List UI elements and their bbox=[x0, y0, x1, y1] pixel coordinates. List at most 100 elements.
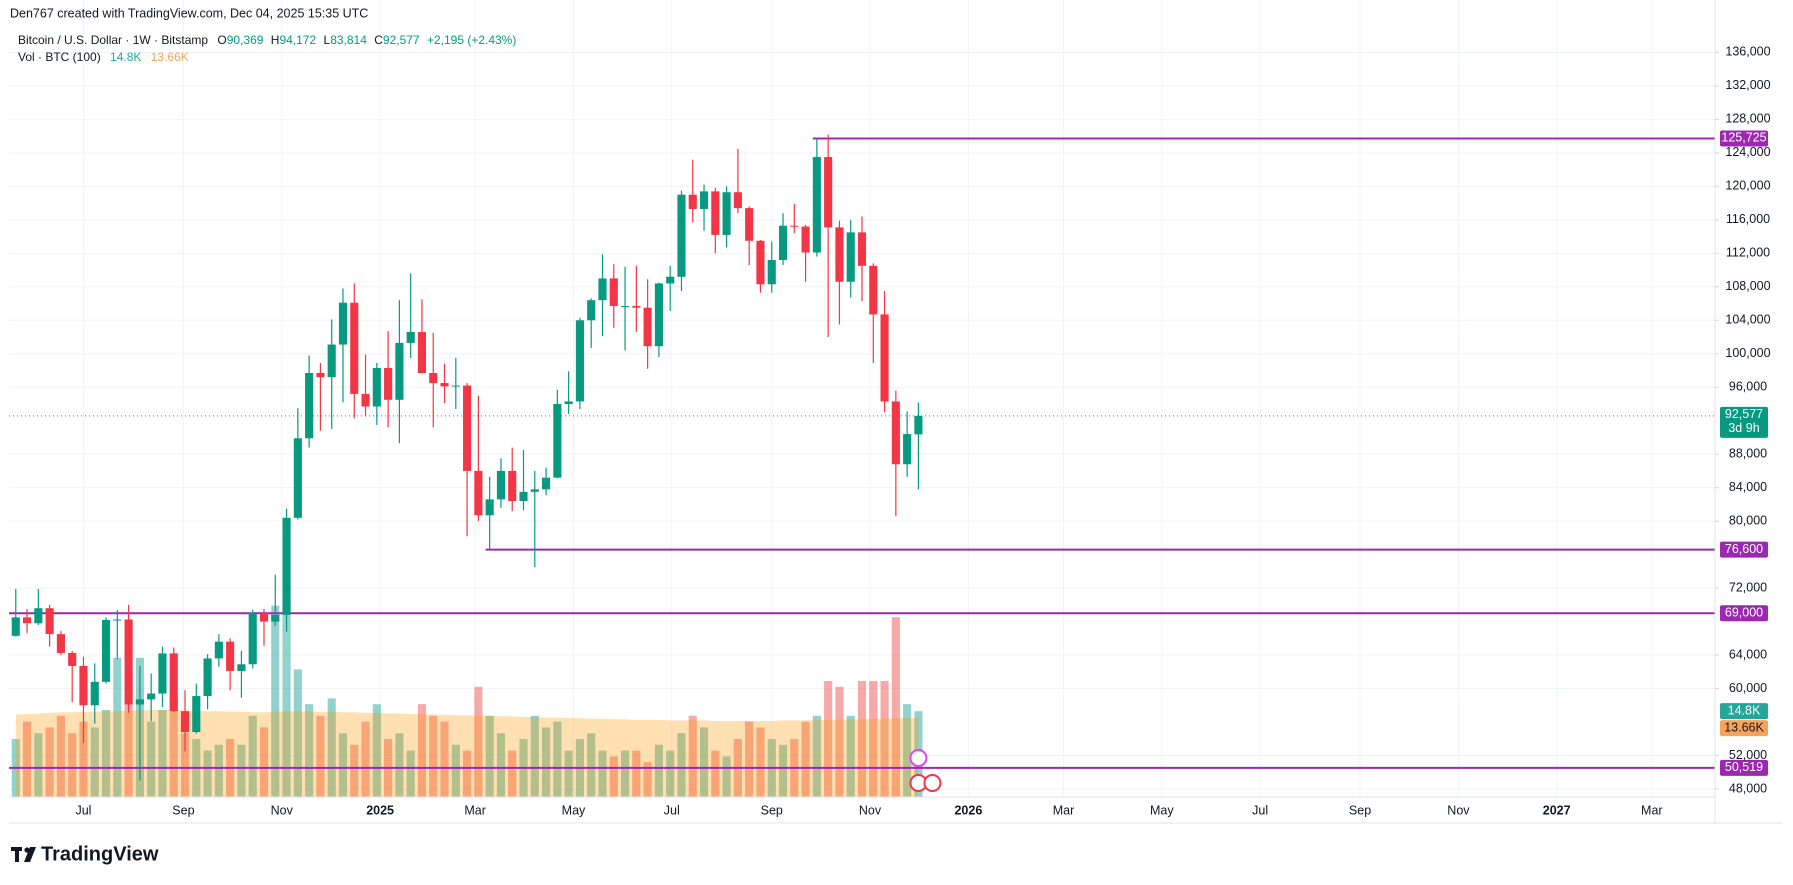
volume-bar bbox=[45, 727, 54, 797]
volume-bar bbox=[598, 750, 607, 797]
candle-body bbox=[711, 191, 720, 235]
volume-bar bbox=[756, 727, 765, 797]
candle-body bbox=[361, 393, 370, 407]
candle-body bbox=[417, 331, 427, 374]
candle-body bbox=[135, 699, 144, 705]
y-tick-label: 64,000 bbox=[1729, 647, 1767, 661]
volume-bar bbox=[293, 669, 302, 797]
volume-bar bbox=[124, 698, 133, 797]
volume-bar bbox=[158, 710, 167, 797]
volume-bar bbox=[711, 750, 720, 797]
candle-body bbox=[609, 278, 618, 307]
volume-bar bbox=[338, 733, 348, 797]
candle-body bbox=[733, 192, 742, 209]
volume-bar bbox=[903, 704, 912, 797]
candle-body bbox=[903, 434, 912, 465]
brand: TradingView bbox=[41, 843, 159, 865]
volume-bar bbox=[271, 605, 280, 797]
candle-body bbox=[869, 265, 878, 315]
volume-bar bbox=[835, 686, 844, 797]
volume-bar bbox=[203, 750, 212, 797]
candle-body bbox=[226, 641, 235, 671]
ohlc-key: L bbox=[324, 33, 331, 47]
candle-body bbox=[790, 225, 799, 227]
volume-bar bbox=[824, 681, 833, 797]
level-label: 125,725 bbox=[1721, 131, 1766, 145]
symbol: Bitcoin / U.S. Dollar · 1W · Bitstamp bbox=[18, 33, 208, 47]
volume-bar bbox=[113, 657, 122, 797]
x-tick-label: May bbox=[562, 803, 586, 817]
level-label-box bbox=[1720, 541, 1768, 558]
y-tick-label: 104,000 bbox=[1725, 313, 1770, 327]
x-tick-label: Nov bbox=[271, 803, 294, 817]
volume-bar bbox=[620, 750, 630, 797]
candle-body bbox=[45, 608, 54, 635]
candle-body bbox=[395, 342, 404, 400]
candle-body bbox=[598, 278, 607, 301]
volume-bar bbox=[417, 704, 427, 797]
candle-body bbox=[79, 665, 88, 706]
volume-bar bbox=[587, 733, 596, 797]
candle-body bbox=[508, 470, 517, 502]
ohlc-value: 90,369 bbox=[227, 33, 264, 47]
volume-bar bbox=[395, 733, 404, 797]
candle-body bbox=[564, 401, 573, 404]
x-tick-label: 2026 bbox=[954, 803, 982, 817]
candle-body bbox=[451, 385, 460, 387]
volume-bar bbox=[22, 721, 32, 797]
volume-bar bbox=[259, 727, 269, 797]
volume-bar bbox=[372, 704, 381, 797]
candle-body bbox=[305, 373, 314, 439]
change: +2,195 (+2.43%) bbox=[427, 33, 516, 47]
volume-bar bbox=[327, 698, 336, 797]
level-label: 50,519 bbox=[1725, 760, 1763, 774]
volume-bar bbox=[406, 750, 415, 797]
axes bbox=[1715, 51, 1719, 790]
volume-bar bbox=[350, 744, 359, 797]
candle-body bbox=[147, 693, 156, 700]
volume-bar bbox=[237, 744, 246, 797]
volume-bar bbox=[745, 721, 754, 797]
candle-body bbox=[891, 401, 900, 465]
candle-body bbox=[666, 276, 675, 284]
y-tick-label: 60,000 bbox=[1729, 681, 1767, 695]
volume-bar bbox=[801, 721, 810, 797]
x-tick-label: Sep bbox=[1349, 803, 1371, 817]
volume-bar bbox=[361, 721, 370, 797]
logo-shape bbox=[15, 847, 19, 862]
candle-body bbox=[180, 711, 190, 733]
volume-bar bbox=[90, 727, 99, 797]
volume-ma-area bbox=[15, 710, 919, 797]
volume-legend-title: Vol · BTC (100) bbox=[18, 50, 101, 64]
brand-logo: TradingView bbox=[11, 843, 159, 865]
candle-body bbox=[474, 470, 483, 516]
volume-bar bbox=[699, 727, 709, 797]
candle-body bbox=[801, 226, 810, 253]
volume-ma-label: 13.66K bbox=[1724, 720, 1764, 734]
candle-body bbox=[914, 415, 923, 435]
candle-body bbox=[620, 306, 630, 308]
volume-bar bbox=[508, 750, 517, 797]
volume-bar bbox=[654, 744, 663, 797]
candle-body bbox=[271, 614, 280, 622]
volume-bar bbox=[530, 715, 539, 797]
volume-bar bbox=[778, 744, 788, 797]
x-tick-label: Mar bbox=[1053, 803, 1075, 817]
x-tick-label: Nov bbox=[859, 803, 882, 817]
candle-body bbox=[632, 306, 641, 308]
volume-bar bbox=[880, 681, 889, 797]
level-label: 69,000 bbox=[1725, 606, 1763, 620]
volume-bar bbox=[282, 605, 291, 797]
y-tick-label: 72,000 bbox=[1729, 580, 1767, 594]
volume-bar bbox=[891, 617, 900, 797]
x-tick-label: May bbox=[1150, 803, 1174, 817]
level-label-box bbox=[1720, 759, 1768, 776]
candle-body bbox=[463, 385, 472, 471]
volume-bar bbox=[214, 744, 223, 797]
volume-label-box bbox=[1720, 703, 1768, 720]
candle-body bbox=[643, 307, 652, 347]
volume-bar bbox=[553, 721, 562, 797]
x-tick-label: Jul bbox=[1252, 803, 1268, 817]
volume-bar bbox=[666, 750, 675, 797]
